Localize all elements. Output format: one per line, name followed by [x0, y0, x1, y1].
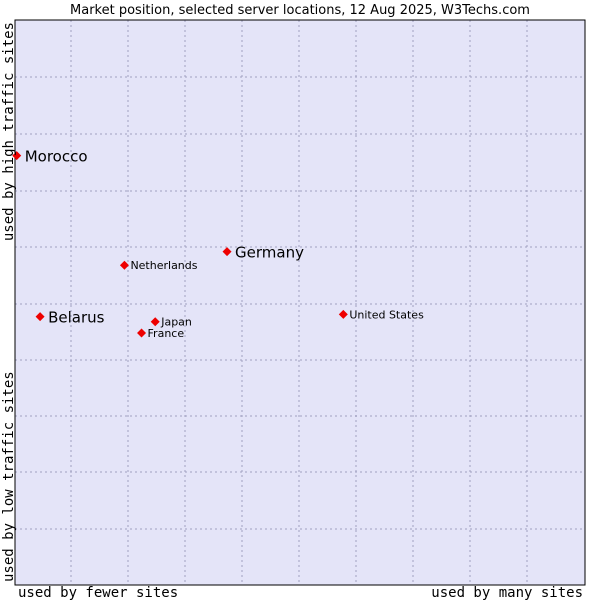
- y-axis-label-top: used by high traffic sites: [1, 22, 17, 241]
- point-label-japan: Japan: [160, 316, 192, 329]
- point-label-belarus: Belarus: [48, 309, 105, 327]
- x-axis-label-right: used by many sites: [431, 585, 583, 600]
- point-label-france: France: [148, 327, 185, 340]
- point-label-united-states: United States: [349, 308, 424, 321]
- point-marker-france: [137, 328, 147, 338]
- data-points: Morocco Germany Netherlands Belarus JapanFra…: [12, 148, 424, 340]
- point-marker-belarus: [35, 312, 45, 322]
- y-axis-label-bottom: used by low traffic sites: [1, 371, 17, 582]
- plot-area: [15, 20, 585, 585]
- plot-frame: [14, 19, 586, 586]
- point-label-germany: Germany: [235, 244, 304, 262]
- point-label-netherlands: Netherlands: [130, 259, 197, 272]
- point-marker-united-states: [338, 309, 348, 319]
- point-marker-netherlands: [119, 260, 129, 270]
- chart-title: Market position, selected server locatio…: [70, 3, 530, 18]
- point-marker-japan: [150, 317, 160, 327]
- point-label-morocco: Morocco: [25, 148, 88, 166]
- point-marker-germany: [222, 247, 232, 257]
- grid-lines: [15, 20, 585, 585]
- x-axis-label-left: used by fewer sites: [18, 585, 178, 600]
- point-marker-morocco: [12, 151, 22, 161]
